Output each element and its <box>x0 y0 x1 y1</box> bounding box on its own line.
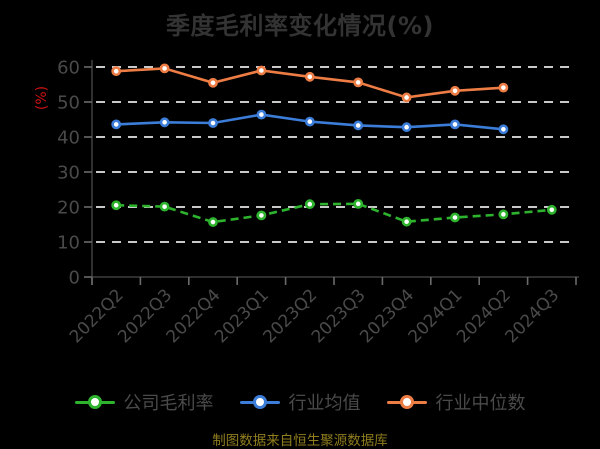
data-source-caption: 制图数据来自恒生聚源数据库 <box>212 433 388 449</box>
data-point-industry-median <box>208 77 218 88</box>
data-point-company-margin <box>401 216 412 227</box>
data-point-industry-median <box>401 92 412 103</box>
y-axis-unit-label: (%) <box>34 86 50 110</box>
y-tick-label: 10 <box>57 232 80 253</box>
data-point-company-margin <box>256 210 267 221</box>
series-line-company-margin <box>116 202 552 224</box>
chart-title: 季度毛利率变化情况(%) <box>166 12 434 40</box>
legend-label-company-margin: 公司毛利率 <box>123 393 214 414</box>
industry-mean-line-marker-icon <box>239 394 280 410</box>
data-point-industry-mean <box>256 109 267 120</box>
data-point-industry-mean <box>353 120 364 131</box>
industry-median-line-marker-icon <box>386 394 427 410</box>
data-point-company-margin <box>159 201 170 212</box>
legend-label-industry-mean: 行业均值 <box>288 393 361 414</box>
legend: 公司毛利率 行业均值 行业中位数 <box>0 389 600 415</box>
data-point-industry-mean <box>401 122 412 133</box>
company-margin-line-marker-icon <box>74 394 115 410</box>
data-point-company-margin <box>546 204 557 215</box>
data-point-industry-mean <box>159 117 170 128</box>
data-point-industry-mean <box>498 124 509 135</box>
data-point-company-margin <box>498 209 509 220</box>
data-point-industry-median <box>353 77 364 88</box>
data-point-company-margin <box>353 198 364 209</box>
legend-label-industry-median: 行业中位数 <box>435 393 526 414</box>
data-point-company-margin <box>208 217 218 227</box>
data-point-company-margin <box>111 200 122 211</box>
y-tick-label: 30 <box>57 162 80 183</box>
legend-item-company-margin[interactable]: 公司毛利率 <box>74 389 214 415</box>
data-point-company-margin <box>450 212 460 223</box>
data-point-industry-mean <box>450 119 460 130</box>
y-tick-label: 50 <box>57 92 80 113</box>
data-point-industry-mean <box>208 118 218 128</box>
y-tick-label: 40 <box>57 127 80 148</box>
y-tick-label: 0 <box>69 267 80 288</box>
y-tick-label: 60 <box>57 57 80 78</box>
data-point-industry-median <box>450 85 460 96</box>
data-point-industry-median <box>159 63 170 74</box>
legend-item-industry-median[interactable]: 行业中位数 <box>386 389 526 415</box>
data-point-industry-mean <box>111 119 122 130</box>
data-point-industry-median <box>498 82 509 93</box>
data-point-industry-mean <box>304 116 315 127</box>
data-point-industry-median <box>111 66 122 77</box>
data-point-company-margin <box>304 199 315 210</box>
data-point-industry-median <box>256 65 267 76</box>
y-tick-label: 20 <box>57 197 80 218</box>
legend-item-industry-mean[interactable]: 行业均值 <box>239 389 361 415</box>
data-point-industry-median <box>304 71 315 82</box>
x-tick-label: 2024Q3 <box>501 285 563 347</box>
